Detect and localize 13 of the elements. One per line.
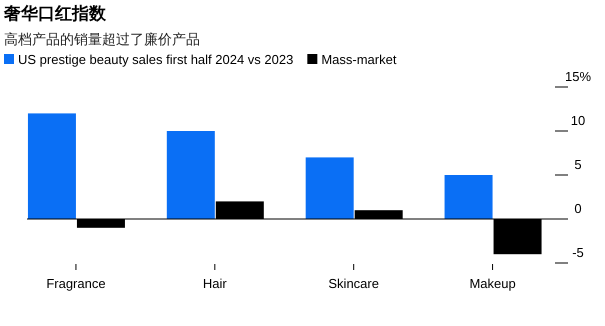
chart-subtitle: 高档产品的销量超过了廉价产品 [4, 31, 200, 47]
legend-label: Mass-market [321, 52, 397, 67]
y-tick-label: 0 [574, 201, 582, 216]
y-tick-label: -5 [572, 245, 584, 260]
chart-title: 奢华口红指数 [3, 4, 107, 23]
x-tick-label: Skincare [328, 276, 379, 291]
legend-label: US prestige beauty sales first half 2024 vs 2023 [18, 52, 294, 67]
x-tick-label: Fragrance [46, 276, 106, 291]
x-tick-label: Hair [202, 276, 228, 291]
y-tick-label: 15% [564, 69, 592, 84]
y-tick-label: 5 [574, 157, 582, 172]
x-tick-label: Makeup [469, 276, 516, 291]
y-tick-label: 10 [570, 113, 586, 128]
